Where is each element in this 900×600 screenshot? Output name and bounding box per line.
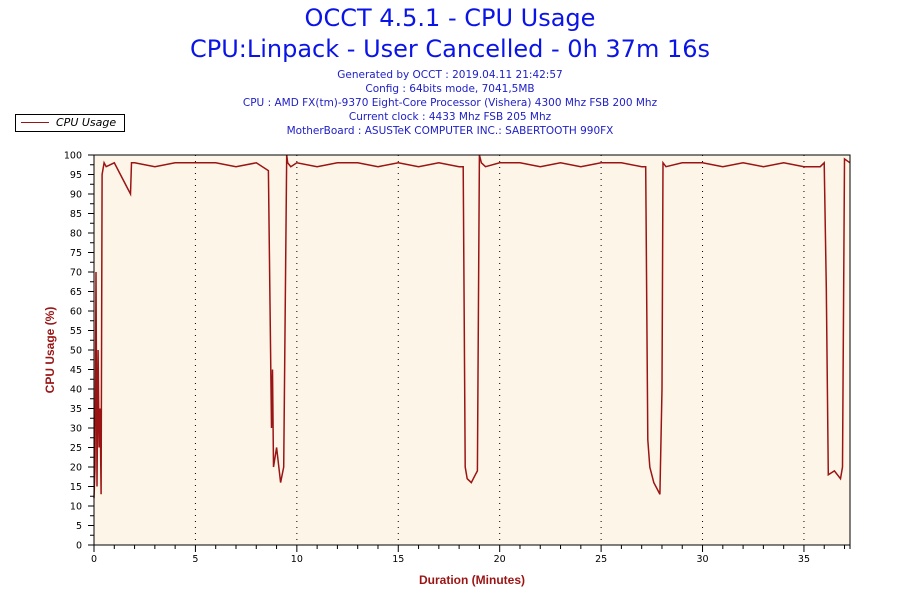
y-tick-label: 65 [70,287,82,298]
x-tick-label: 20 [494,554,506,565]
plot-area [94,155,850,545]
info-motherboard: MotherBoard : ASUSTeK COMPUTER INC.: SAB… [286,125,614,137]
info-cpu: CPU : AMD FX(tm)-9370 Eight-Core Process… [242,97,658,109]
x-tick-label: 30 [696,554,708,565]
x-tick-label: 10 [291,554,303,565]
y-tick-label: 30 [70,424,82,435]
x-axis-title: Duration (Minutes) [419,573,525,587]
y-tick-label: 10 [70,502,82,513]
y-axis-title: CPU Usage (%) [43,307,57,394]
y-tick-label: 80 [70,229,82,240]
x-tick-label: 5 [192,554,198,565]
y-tick-label: 95 [70,170,82,181]
y-tick-label: 55 [70,326,82,337]
y-tick-label: 90 [70,190,82,201]
y-tick-label: 100 [64,151,82,162]
x-tick-label: 0 [91,554,97,565]
y-tick-label: 75 [70,248,82,259]
info-clock: Current clock : 4433 Mhz FSB 205 Mhz [348,111,552,123]
x-tick-label: 25 [595,554,607,565]
y-tick-label: 15 [70,482,82,493]
y-tick-label: 5 [76,521,82,532]
y-tick-label: 50 [70,346,82,357]
y-tick-label: 20 [70,463,82,474]
legend-line-swatch [21,122,49,123]
legend-label: CPU Usage [56,116,117,129]
info-generated: Generated by OCCT : 2019.04.11 21:42:57 [337,69,563,81]
y-tick-label: 45 [70,365,82,376]
y-tick-label: 25 [70,443,82,454]
legend: CPU Usage [15,114,125,132]
y-tick-label: 70 [70,268,82,279]
y-tick-label: 60 [70,307,82,318]
info-config: Config : 64bits mode, 7041,5MB [365,83,535,95]
chart-title: OCCT 4.5.1 - CPU Usage [304,4,596,32]
chart-subtitle: CPU:Linpack - User Cancelled - 0h 37m 16… [189,35,710,63]
x-tick-label: 15 [392,554,404,565]
x-tick-label: 35 [798,554,810,565]
y-tick-label: 40 [70,385,82,396]
y-tick-label: 85 [70,209,82,220]
y-tick-label: 0 [76,541,82,552]
cpu-usage-line [93,154,851,499]
y-tick-label: 35 [70,404,82,415]
